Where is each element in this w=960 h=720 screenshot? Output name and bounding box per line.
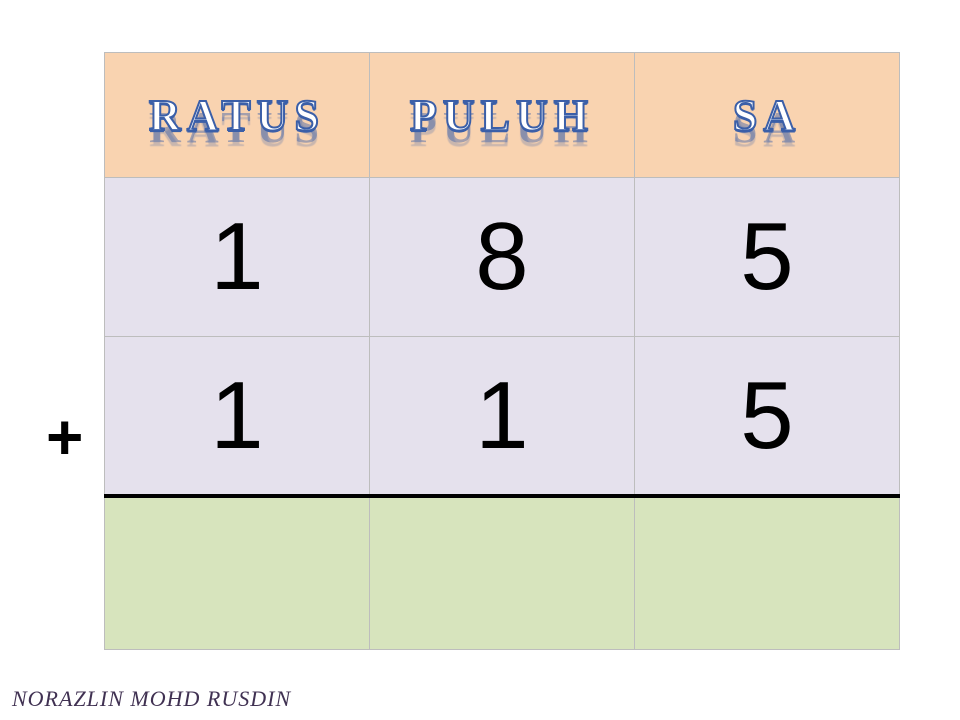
digit: 1	[210, 362, 263, 469]
digit: 1	[210, 203, 263, 310]
header-row: RATUS PULUH SA	[105, 53, 900, 178]
digit: 1	[475, 362, 528, 469]
operator-plus: +	[46, 400, 83, 474]
cell-ans-sa	[635, 496, 900, 649]
answer-row	[105, 496, 900, 649]
operand-row-1: 1 8 5	[105, 178, 900, 337]
cell-r2-sa: 5	[635, 337, 900, 496]
header-puluh: PULUH	[370, 53, 635, 178]
cell-r2-puluh: 1	[370, 337, 635, 496]
header-label: RATUS	[149, 90, 325, 141]
cell-r1-sa: 5	[635, 178, 900, 337]
cell-r1-puluh: 8	[370, 178, 635, 337]
header-label: SA	[733, 90, 801, 141]
header-ratus: RATUS	[105, 53, 370, 178]
place-value-table-wrapper: RATUS PULUH SA 1 8 5 1 1 5	[104, 52, 900, 650]
cell-ans-puluh	[370, 496, 635, 649]
digit: 8	[475, 203, 528, 310]
cell-r2-ratus: 1	[105, 337, 370, 496]
cell-r1-ratus: 1	[105, 178, 370, 337]
digit: 5	[740, 362, 793, 469]
operand-row-2: 1 1 5	[105, 337, 900, 496]
digit: 5	[740, 203, 793, 310]
place-value-table: RATUS PULUH SA 1 8 5 1 1 5	[104, 52, 900, 650]
author-credit: NORAZLIN MOHD RUSDIN	[12, 686, 291, 712]
header-label: PULUH	[410, 90, 594, 141]
header-sa: SA	[635, 53, 900, 178]
cell-ans-ratus	[105, 496, 370, 649]
